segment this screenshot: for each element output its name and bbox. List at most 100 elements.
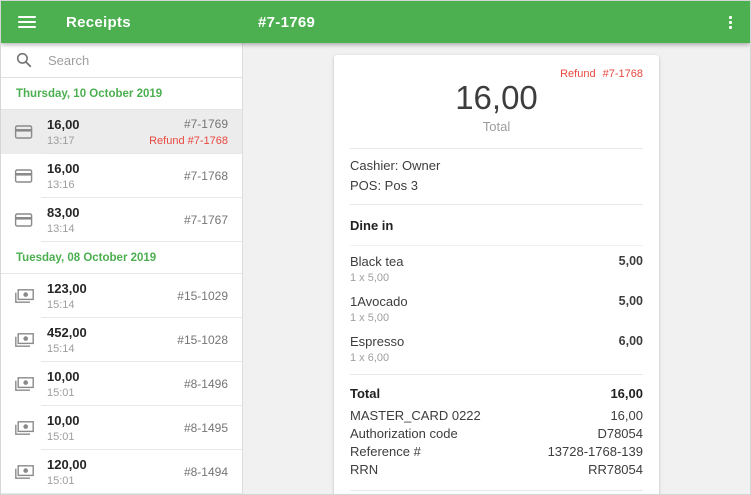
- receipt-number: #15-1028: [177, 333, 228, 347]
- receipt-list-item[interactable]: 120,00 15:01 #8-1494: [1, 450, 242, 494]
- receipt-total-amount: 16,00: [455, 79, 538, 116]
- item-qty-price: 1 x 6,00: [350, 352, 390, 364]
- receipt-number: #8-1494: [183, 465, 228, 479]
- summary-label: Reference #: [350, 444, 421, 459]
- receipt-number: #8-1495: [183, 421, 228, 435]
- date-section-header: Thursday, 10 October 2019: [1, 78, 242, 110]
- kebab-menu-icon[interactable]: [724, 12, 737, 33]
- receipt-list-item[interactable]: 16,00 13:17 #7-1769 Refund #7-1768: [1, 110, 242, 154]
- card-payment-icon: [14, 212, 35, 228]
- receipt-time: 15:01: [47, 387, 75, 399]
- receipt-time: 15:01: [47, 475, 75, 487]
- receipt-number: #7-1767: [183, 213, 228, 227]
- hamburger-menu-icon[interactable]: [18, 16, 36, 28]
- receipt-number: #8-1496: [183, 377, 228, 391]
- content: Thursday, 10 October 2019 16,00 13:17 #7…: [1, 43, 750, 494]
- receipt-list-item[interactable]: 452,00 15:14 #15-1028: [1, 318, 242, 362]
- receipt-amount: 452,00: [47, 325, 87, 340]
- cash-payment-icon: [14, 464, 35, 480]
- receipt-time: 15:14: [47, 299, 75, 311]
- summary-value: 16,00: [610, 408, 643, 423]
- summary-row-total: Total 16,00: [350, 385, 643, 403]
- divider: [350, 148, 643, 149]
- summary-row-rrn: RRN RR78054: [350, 461, 643, 479]
- refund-tag: Refund #7-1768: [149, 135, 228, 147]
- summary-label: Authorization code: [350, 426, 458, 441]
- cash-payment-icon: [14, 376, 35, 392]
- receipt-detail-title: #7-1769: [258, 13, 316, 31]
- receipt-amount: 120,00: [47, 457, 87, 472]
- item-qty-price: 1 x 5,00: [350, 272, 390, 284]
- item-qty-price: 1 x 5,00: [350, 312, 390, 324]
- summary-row-payment: MASTER_CARD 0222 16,00: [350, 407, 643, 425]
- search-input[interactable]: [48, 52, 227, 68]
- divider: [350, 490, 643, 491]
- summary-row-reference: Reference # 13728-1768-139: [350, 443, 643, 461]
- item-price: 6,00: [618, 334, 643, 348]
- divider: [350, 245, 643, 246]
- receipt-time: 15:01: [47, 431, 75, 443]
- receipt-amount: 83,00: [47, 205, 80, 220]
- summary-value: RR78054: [588, 462, 643, 477]
- date-label: Tuesday, 08 October 2019: [16, 251, 157, 264]
- receipt-amount: 10,00: [47, 413, 80, 428]
- receipt-total-label: Total: [482, 119, 511, 134]
- summary-value: 13728-1768-139: [547, 444, 643, 459]
- receipt-amount: 16,00: [47, 161, 80, 176]
- summary-value: D78054: [597, 426, 643, 441]
- item-price: 5,00: [618, 294, 643, 308]
- receipt-time: 15:14: [47, 343, 75, 355]
- divider: [350, 374, 643, 375]
- summary-label: RRN: [350, 462, 379, 477]
- cash-payment-icon: [14, 332, 35, 348]
- item-name: 1Avocado: [350, 294, 408, 309]
- summary-value: 16,00: [610, 386, 643, 401]
- refund-reference: Refund #7-1768: [560, 68, 643, 80]
- summary-label: MASTER_CARD 0222: [350, 408, 481, 423]
- receipt-amount: 123,00: [47, 281, 87, 296]
- payment-summary: Total 16,00 MASTER_CARD 0222 16,00 Autho…: [350, 375, 643, 490]
- receipt-card: Refund #7-1768 16,00 Total Cashier: Owne…: [334, 55, 659, 494]
- item-name: Black tea: [350, 254, 404, 269]
- receipts-sidebar: Thursday, 10 October 2019 16,00 13:17 #7…: [1, 43, 243, 494]
- receipt-footer: 10.10.2019, 13:17 #7-1769: [350, 491, 643, 494]
- summary-label: Total: [350, 386, 381, 401]
- receipt-time: 13:14: [47, 223, 75, 235]
- app-bar: Receipts #7-1769: [1, 1, 750, 43]
- receipt-item: Espresso 1 x 6,00 6,00: [350, 329, 643, 369]
- date-label: Thursday, 10 October 2019: [16, 87, 163, 100]
- receipt-item: 1Avocado 1 x 5,00 5,00: [350, 289, 643, 329]
- receipt-number: #15-1029: [177, 289, 228, 303]
- receipt-list-item[interactable]: 10,00 15:01 #8-1496: [1, 362, 242, 406]
- receipt-number: #7-1768: [183, 169, 228, 183]
- receipt-info: Cashier: Owner POS: Pos 3: [350, 149, 643, 204]
- search-icon: [16, 52, 32, 68]
- summary-row-authorization: Authorization code D78054: [350, 425, 643, 443]
- item-name: Espresso: [350, 334, 405, 349]
- order-type-label: Dine in: [350, 218, 394, 233]
- receipt-list-item[interactable]: 83,00 13:14 #7-1767: [1, 198, 242, 242]
- date-section-header: Tuesday, 08 October 2019: [1, 242, 242, 274]
- app-bar-left: Receipts: [1, 1, 243, 43]
- page-title: Receipts: [66, 13, 131, 31]
- pos-line: POS: Pos 3: [350, 178, 418, 193]
- receipt-amount: 16,00: [47, 117, 80, 132]
- item-price: 5,00: [618, 254, 643, 268]
- cash-payment-icon: [14, 288, 35, 304]
- receipt-time: 13:17: [47, 135, 75, 147]
- receipt-items: Black tea 1 x 5,00 5,00 1Avocado 1 x 5,0…: [350, 246, 643, 374]
- receipt-number: #7-1769: [183, 117, 228, 131]
- cash-payment-icon: [14, 420, 35, 436]
- cashier-line: Cashier: Owner: [350, 158, 441, 173]
- app-bar-detail: #7-1769: [243, 1, 750, 43]
- card-payment-icon: [14, 124, 35, 140]
- receipt-amount: 10,00: [47, 369, 80, 384]
- card-payment-icon: [14, 168, 35, 184]
- divider: [350, 204, 643, 205]
- search-bar: [1, 43, 242, 78]
- receipt-list-item[interactable]: 16,00 13:16 #7-1768: [1, 154, 242, 198]
- receipt-item: Black tea 1 x 5,00 5,00: [350, 249, 643, 289]
- receipt-list-item[interactable]: 10,00 15:01 #8-1495: [1, 406, 242, 450]
- receipt-list-item[interactable]: 123,00 15:14 #15-1029: [1, 274, 242, 318]
